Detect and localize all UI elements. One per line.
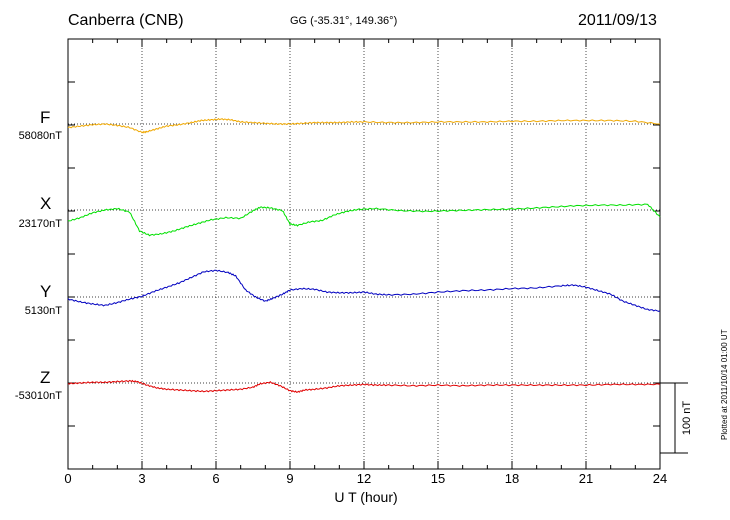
- x-axis-label: U T (hour): [334, 489, 397, 505]
- series-baseline-x: 23170nT: [18, 218, 62, 230]
- series-line-f: [67, 117, 660, 134]
- x-tick-label-3: 3: [138, 471, 145, 486]
- series-lines: [67, 117, 661, 393]
- series-line-z: [67, 379, 661, 393]
- station-title: Canberra (CNB): [68, 12, 184, 29]
- x-tick-label-12: 12: [357, 471, 371, 486]
- series-baseline-f: 58080nT: [18, 130, 62, 142]
- geographic-coordinates: GG (-35.31°, 149.36°): [290, 15, 398, 27]
- plotted-at-note: Plotted at 2011/10/14 01:00 UT: [720, 329, 729, 440]
- series-line-y: [67, 269, 661, 312]
- x-tick-label-24: 24: [653, 471, 667, 486]
- series-label-f: F: [40, 108, 51, 127]
- series-label-z: Z: [40, 368, 51, 387]
- x-tick-label-6: 6: [212, 471, 219, 486]
- x-tick-label-18: 18: [505, 471, 519, 486]
- series-baseline-z: -53010nT: [14, 390, 62, 402]
- chart-date: 2011/09/13: [578, 12, 657, 29]
- series-label-y: Y: [40, 282, 52, 301]
- x-tick-labels: 0 3 6 9 12 15 18 21 24: [64, 471, 667, 486]
- scale-bar-label: 100 nT: [681, 401, 693, 436]
- x-tick-label-0: 0: [64, 471, 71, 486]
- scale-bar: 100 nT: [660, 382, 693, 454]
- series-line-x: [67, 203, 661, 237]
- grid-lines: [68, 39, 660, 469]
- x-tick-label-15: 15: [431, 471, 445, 486]
- plot-frame: [67, 38, 661, 470]
- axis-ticks: [67, 39, 661, 470]
- series-label-x: X: [40, 194, 52, 213]
- x-tick-label-21: 21: [579, 471, 593, 486]
- x-tick-label-9: 9: [286, 471, 293, 486]
- series-baseline-y: 5130nT: [24, 305, 62, 317]
